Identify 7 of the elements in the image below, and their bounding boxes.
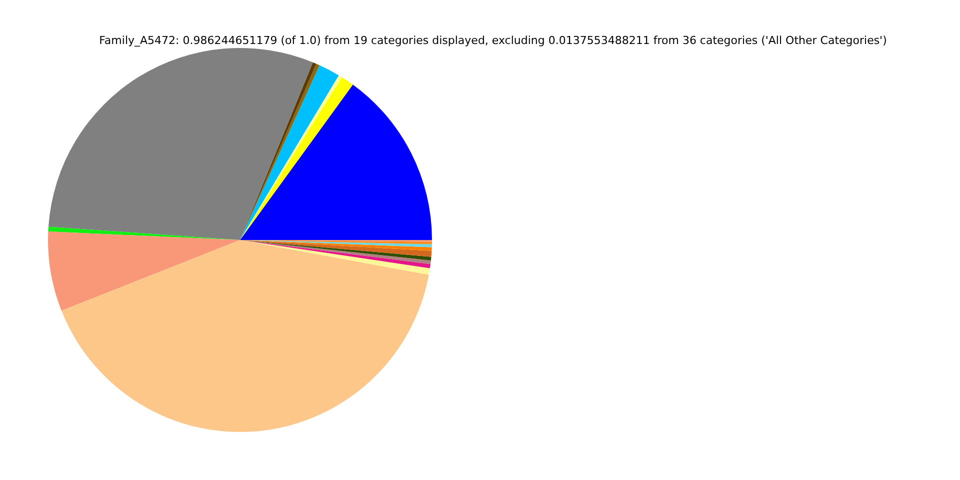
pie-slice (240, 240, 432, 257)
pie-slice (240, 84, 432, 240)
pie-slice (61, 240, 429, 432)
text: Family_A5472: 0.986244651179 (of 1.0) from 19 categories displayed, excluding 0.0137553488211 from 36 categories ('All Other Categories') (99, 34, 887, 47)
pie-slice (48, 48, 313, 240)
pie-slice (240, 240, 432, 260)
pie-slice (48, 232, 240, 311)
